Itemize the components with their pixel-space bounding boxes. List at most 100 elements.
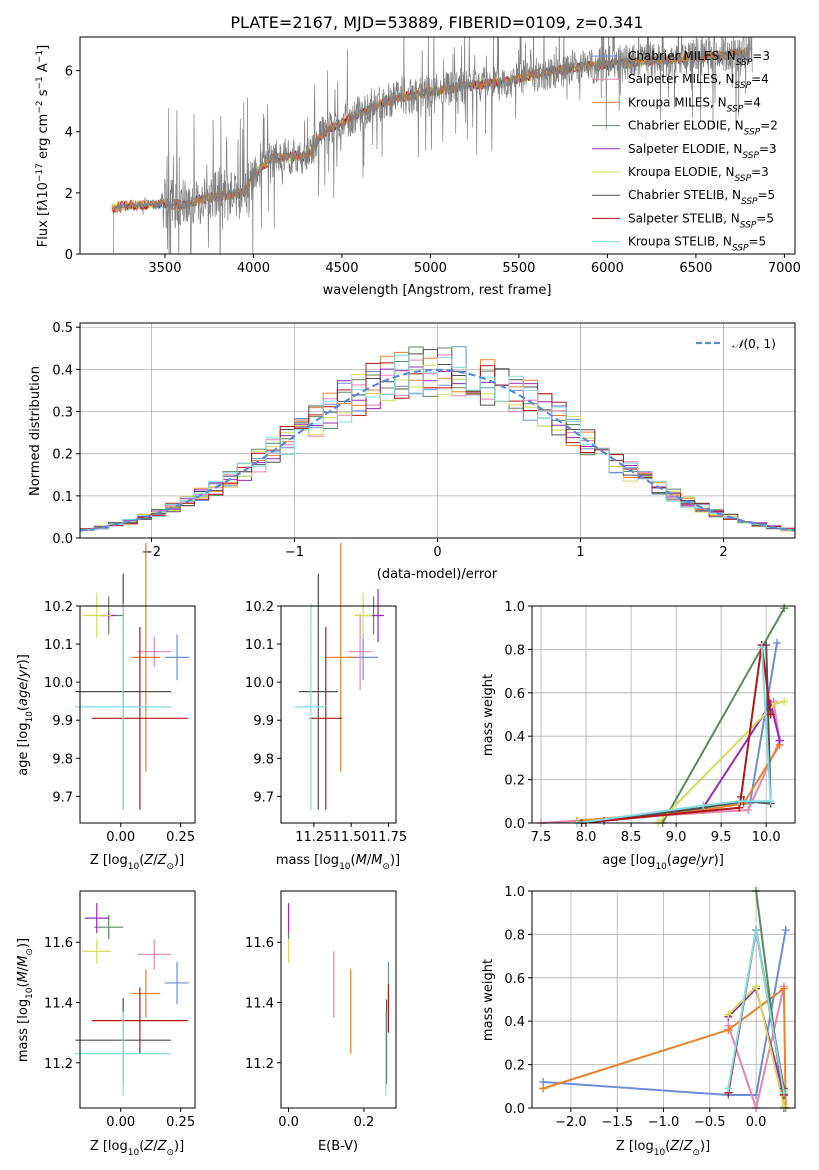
- y-tick-label: 0.8: [504, 928, 525, 943]
- x-tick-label: 4000: [237, 261, 270, 276]
- mass-vs-ebv-xlabel: E(B-V): [318, 1139, 358, 1154]
- normal-legend-label: 𝒩(0, 1): [732, 337, 776, 351]
- weight-point-kroupa_stelib: [757, 643, 766, 652]
- x-tick-label: 5000: [414, 261, 447, 276]
- age-vs-mass-frame: [280, 605, 397, 824]
- legend-label-salpeter_stelib: Salpeter STELIB, NSSP=5: [628, 211, 774, 230]
- x-tick-label: −2.0: [555, 1115, 587, 1130]
- y-tick-label: 11.2: [44, 1057, 73, 1072]
- y-tick-label: 2: [65, 187, 73, 202]
- x-tick-label: −0.5: [694, 1115, 726, 1130]
- weight-vs-age-ylabel: mass weight: [481, 674, 496, 756]
- weight-point-kroupa_elodie: [780, 697, 789, 706]
- mass-vs-Z-xlabel: Z [log10(Z/Z⊙)]: [90, 1139, 184, 1158]
- age-vs-mass-xlabel: mass [log10(M/M⊙)]: [276, 853, 400, 872]
- x-tick-label: 11.25: [295, 830, 332, 845]
- x-tick-label: 9.0: [666, 830, 687, 845]
- x-tick-label: 1: [576, 545, 584, 560]
- spectrum-title: PLATE=2167, MJD=53889, FIBERID=0109, z=0…: [230, 13, 643, 32]
- x-tick-label: 0.25: [166, 1115, 195, 1130]
- weight-vs-Z-xlabel: Z [log10(Z/Z⊙)]: [616, 1139, 710, 1158]
- weight-point-kroupa_miles: [539, 1084, 548, 1093]
- y-tick-label: 0.2: [504, 1059, 525, 1074]
- y-tick-label: 0.6: [504, 972, 525, 987]
- mass-vs-ebv-frame: [280, 890, 397, 1109]
- y-tick-label: 1.0: [504, 600, 525, 615]
- weight-vs-Z-panel: −2.0 −1.5 −1.0 −0.5 0.0 0.0 0.2 0.4 0.6 0.8 1.0 Z …: [481, 885, 796, 1158]
- x-tick-label: 7.5: [531, 830, 552, 845]
- legend-label-kroupa_miles: Kroupa MILES, NSSP=4: [628, 95, 761, 114]
- y-tick-label: 0.6: [504, 687, 525, 702]
- legend-label-chabrier_stelib: Chabrier STELIB, NSSP=5: [628, 188, 775, 207]
- y-tick-label: 0.2: [52, 448, 73, 463]
- spectrum-panel: PLATE=2167, MJD=53889, FIBERID=0109, z=0…: [35, 13, 801, 298]
- x-tick-label: 10.0: [752, 830, 781, 845]
- observed-spectrum-line: [111, 37, 753, 254]
- y-tick-label: 11.6: [44, 936, 73, 951]
- weight-point-salpeter_stelib: [736, 792, 745, 801]
- y-tick-label: 0.2: [504, 774, 525, 789]
- legend-label-salpeter_miles: Salpeter MILES, NSSP=4: [628, 72, 769, 91]
- legend-label-salpeter_elodie: Salpeter ELODIE, NSSP=3: [628, 142, 777, 161]
- weight-point-kroupa_stelib: [699, 801, 708, 810]
- spectrum-plot-area: 3500 4000 4500 5000 5500 6000 6500 7000 0 2 4 6: [65, 37, 801, 276]
- residual-frame: [79, 322, 796, 539]
- y-tick-label: 9.7: [253, 790, 274, 805]
- y-tick-label: 0.5: [52, 321, 73, 336]
- x-tick-label: 8.5: [621, 830, 642, 845]
- residual-xlabel: (data-model)/error: [377, 567, 498, 582]
- y-tick-label: 11.4: [44, 997, 73, 1012]
- weight-vs-Z-ylabel: mass weight: [481, 959, 496, 1041]
- x-tick-label: 0.0: [278, 1115, 299, 1130]
- y-tick-label: 10.0: [245, 676, 274, 691]
- weight-point-chabrier_elodie: [780, 604, 789, 613]
- age-vs-Z-panel: 0.00 0.25 9.7 9.8 9.9 10.0 10.1 10.2 Z [log10(Z…: [16, 543, 196, 872]
- x-tick-label: 0: [433, 545, 441, 560]
- age-vs-Z-xlabel: Z [log10(Z/Z⊙)]: [90, 853, 184, 872]
- age-vs-Z-ylabel: age [log10(age/yr)]: [16, 654, 35, 776]
- y-tick-label: 10.2: [44, 600, 73, 615]
- x-tick-label: 11.75: [370, 830, 407, 845]
- weight-point-kroupa_stelib: [735, 797, 744, 806]
- weight-vs-age-xlabel: age [log10(age/yr)]: [602, 853, 724, 872]
- weight-point-kroupa_elodie: [724, 1010, 733, 1019]
- y-tick-label: 10.1: [245, 638, 274, 653]
- y-tick-label: 6: [65, 65, 73, 80]
- weight-point-kroupa_stelib: [779, 1088, 788, 1097]
- residual-legend: 𝒩(0, 1): [696, 337, 776, 351]
- x-tick-label: 2: [719, 545, 727, 560]
- y-tick-label: 9.8: [52, 752, 73, 767]
- weight-vs-Z-plot-area: −2.0 −1.5 −1.0 −0.5 0.0 0.0 0.2 0.4 0.6 0.8 1.0: [504, 885, 795, 1130]
- y-tick-label: 9.9: [253, 714, 274, 729]
- x-tick-label: 7000: [768, 261, 801, 276]
- weight-point-kroupa_elodie: [752, 982, 761, 991]
- weight-point-kroupa_miles: [779, 984, 788, 993]
- weight-vs-age-frame: [531, 605, 796, 824]
- weight-point-chabrier_miles: [772, 638, 781, 647]
- x-tick-label: 3500: [148, 261, 181, 276]
- mass-vs-Z-panel: 0.00 0.25 11.2 11.4 11.6 Z [log10(Z/Z⊙)] mas…: [16, 890, 196, 1158]
- legend-label-kroupa_elodie: Kroupa ELODIE, NSSP=3: [628, 165, 769, 184]
- x-tick-label: 0.25: [166, 830, 195, 845]
- residual-panel: −2 −1 0 1 2 0.0 0.1 0.2 0.3 0.4 0.5 (data-model)/e…: [28, 321, 796, 582]
- histogram-kroupa_elodie: [80, 364, 795, 532]
- x-tick-label: 0.00: [106, 830, 135, 845]
- mass-vs-Z-ylabel: mass [log10(M/M⊙)]: [16, 938, 35, 1062]
- weight-vs-Z-frame: [531, 890, 796, 1109]
- residual-plot-area: −2 −1 0 1 2 0.0 0.1 0.2 0.3 0.4 0.5: [52, 321, 796, 560]
- x-tick-label: 5500: [502, 261, 535, 276]
- mass-vs-Z-plot-area: 0.00 0.25 11.2 11.4 11.6: [44, 903, 195, 1130]
- y-tick-label: 10.1: [44, 638, 73, 653]
- histogram-kroupa_stelib: [80, 354, 795, 531]
- residual-ylabel: Normed distribution: [28, 366, 43, 496]
- y-tick-label: 11.4: [245, 997, 274, 1012]
- x-tick-label: 6500: [679, 261, 712, 276]
- y-tick-label: 0.0: [504, 1102, 525, 1117]
- legend-label-kroupa_stelib: Kroupa STELIB, NSSP=5: [628, 235, 766, 254]
- y-tick-label: 9.9: [52, 714, 73, 729]
- y-tick-label: 11.2: [245, 1057, 274, 1072]
- mass-vs-Z-frame: [79, 890, 196, 1109]
- weight-line-chabrier_miles: [543, 929, 787, 1096]
